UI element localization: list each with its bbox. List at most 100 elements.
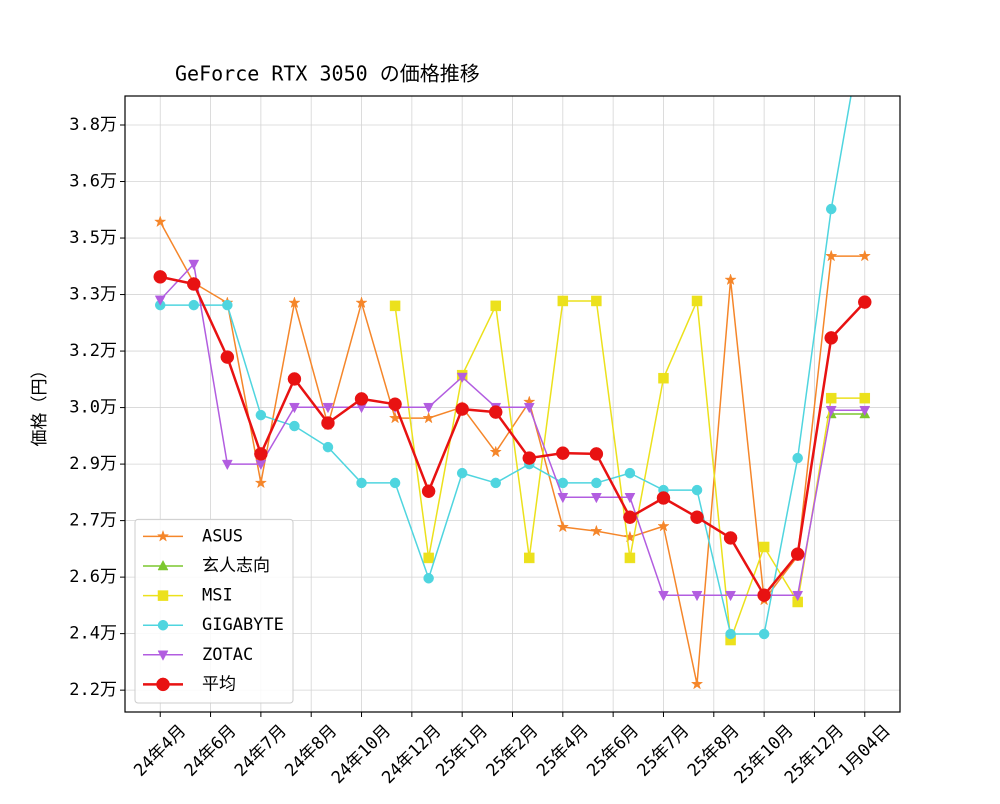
marker	[522, 451, 537, 465]
marker	[153, 270, 167, 284]
marker	[792, 452, 803, 464]
marker	[624, 492, 636, 504]
marker	[423, 552, 434, 564]
marker	[422, 411, 435, 424]
marker	[354, 392, 369, 406]
marker	[455, 402, 469, 416]
marker	[691, 295, 703, 307]
marker	[556, 520, 570, 533]
marker	[691, 484, 703, 496]
marker	[557, 492, 569, 504]
y-tick-label: 2.9万	[69, 454, 117, 474]
marker	[590, 524, 603, 537]
marker	[623, 510, 637, 524]
x-tick-label: 24年7月	[231, 721, 291, 781]
marker	[322, 441, 334, 453]
marker	[490, 300, 501, 312]
marker	[389, 477, 401, 489]
marker	[388, 397, 402, 411]
y-tick-label: 3.3万	[69, 285, 117, 305]
y-tick-label: 3.0万	[69, 398, 117, 418]
marker	[590, 492, 602, 504]
marker	[725, 590, 736, 602]
marker	[524, 552, 535, 564]
marker	[656, 491, 671, 505]
marker	[423, 402, 435, 414]
marker	[221, 459, 233, 471]
marker	[154, 295, 166, 306]
legend-label: ASUS	[202, 526, 243, 546]
marker	[423, 573, 434, 584]
x-tick-label: 25年1月	[432, 721, 492, 781]
marker	[790, 547, 805, 561]
marker	[523, 402, 535, 414]
marker	[690, 677, 704, 690]
marker	[288, 296, 301, 309]
y-axis-label: 価格（円）	[30, 362, 50, 447]
marker	[220, 350, 235, 364]
y-tick-label: 3.6万	[69, 172, 117, 192]
marker	[591, 477, 602, 489]
marker	[658, 372, 669, 384]
marker	[758, 541, 770, 553]
x-tick-label: 24年6月	[181, 721, 241, 781]
marker	[658, 590, 669, 602]
marker	[321, 416, 335, 430]
marker	[489, 445, 502, 458]
x-tick-label: 1月04日	[835, 721, 895, 781]
marker	[556, 446, 570, 460]
y-tick-label: 2.4万	[69, 624, 117, 644]
marker	[157, 590, 169, 601]
marker	[858, 295, 872, 309]
marker	[456, 372, 468, 384]
series-line	[159, 263, 865, 596]
marker	[322, 402, 334, 414]
marker	[456, 467, 468, 479]
marker	[824, 331, 838, 345]
series-line	[160, 96, 852, 635]
y-tick-label: 3.8万	[69, 115, 117, 135]
marker	[355, 296, 368, 309]
marker	[859, 405, 871, 417]
legend-label: GIGABYTE	[202, 615, 284, 635]
marker	[154, 215, 167, 228]
marker	[624, 552, 636, 564]
marker	[691, 590, 703, 602]
marker	[825, 405, 837, 417]
marker	[557, 295, 569, 307]
marker	[157, 650, 169, 661]
marker	[156, 677, 170, 692]
marker	[792, 590, 804, 602]
marker	[188, 299, 200, 311]
marker	[389, 300, 401, 312]
x-tick-label: 25年7月	[634, 721, 694, 781]
marker	[657, 519, 670, 532]
y-tick-label: 2.7万	[69, 511, 117, 531]
marker	[758, 628, 770, 640]
marker	[757, 588, 771, 602]
y-tick-label: 2.6万	[69, 567, 117, 587]
marker	[860, 12, 870, 22]
marker	[724, 273, 737, 286]
marker	[157, 559, 169, 571]
marker	[187, 277, 201, 291]
marker	[825, 392, 837, 404]
x-tick-label: 24年4月	[130, 721, 190, 781]
y-tick-label: 3.5万	[69, 228, 117, 248]
plot-area	[153, 12, 872, 690]
marker	[289, 402, 300, 414]
marker	[222, 299, 233, 311]
marker	[825, 249, 838, 262]
marker	[421, 484, 436, 498]
marker	[490, 477, 501, 489]
marker	[624, 467, 636, 479]
marker	[825, 203, 837, 215]
marker	[858, 249, 871, 262]
marker	[156, 529, 170, 542]
series-line	[159, 275, 866, 597]
legend: ASUS 玄人志向 MSI GIGABYTE ZOTAC 平均	[134, 518, 294, 704]
marker	[725, 628, 736, 640]
marker	[723, 531, 738, 545]
marker	[289, 420, 300, 432]
